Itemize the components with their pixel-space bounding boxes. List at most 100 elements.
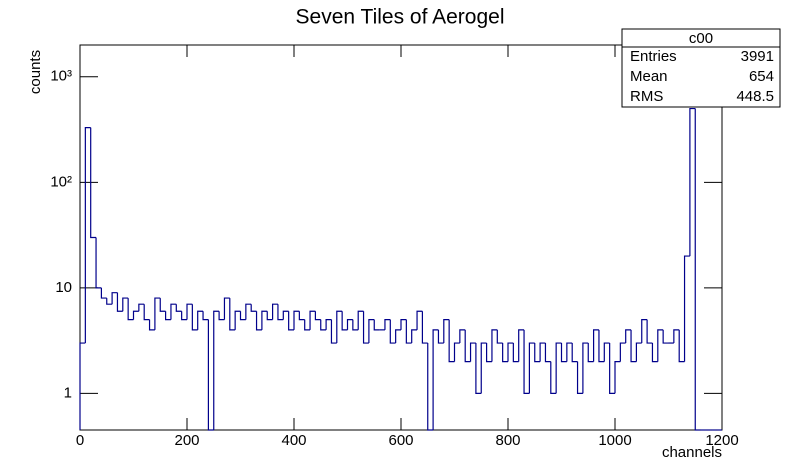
histogram-bin xyxy=(368,319,375,344)
histogram-bin xyxy=(373,319,380,331)
y-tick-label: 10³ xyxy=(50,68,72,85)
stats-value: 654 xyxy=(749,68,774,85)
histogram-bin xyxy=(678,329,685,363)
histogram-bin xyxy=(341,311,348,331)
histogram-bin xyxy=(143,304,150,321)
histogram-bin xyxy=(181,311,187,321)
histogram-bin xyxy=(528,342,535,394)
histogram-bin xyxy=(202,311,209,321)
histogram-bin xyxy=(662,329,669,344)
histogram-bin xyxy=(79,342,86,430)
histogram-bin xyxy=(432,329,439,430)
histogram-bin xyxy=(325,319,332,330)
histogram-bin xyxy=(320,319,327,331)
histogram-bin xyxy=(598,329,605,363)
histogram-bin xyxy=(298,311,305,321)
histogram-bin xyxy=(518,329,525,362)
histogram-bin xyxy=(272,303,278,320)
x-tick-label: 1000 xyxy=(598,432,631,449)
histogram-bin xyxy=(282,310,289,320)
histogram-bin xyxy=(550,361,557,394)
histogram-bin xyxy=(395,329,401,344)
histogram-bin xyxy=(534,343,541,363)
histogram-bin xyxy=(186,303,193,320)
histogram-bin xyxy=(357,310,364,330)
histogram-bin xyxy=(469,342,476,362)
histogram-bin xyxy=(512,343,519,363)
histogram-bin xyxy=(384,319,391,330)
histogram-bin xyxy=(571,343,578,363)
histogram-bin xyxy=(651,343,658,363)
histogram-bin xyxy=(207,319,214,431)
histogram-bin xyxy=(389,319,396,344)
histogram-bin xyxy=(496,329,503,344)
stats-value: 448.5 xyxy=(736,88,774,105)
histogram-bin xyxy=(523,329,530,394)
stats-label: Entries xyxy=(630,48,677,65)
histogram-bin xyxy=(416,310,423,330)
histogram-bin xyxy=(593,329,599,362)
histogram-bin xyxy=(255,311,262,331)
x-tick-label: 1200 xyxy=(705,432,738,449)
histogram-bin xyxy=(421,311,428,344)
histogram-bin xyxy=(475,343,482,394)
histogram-bin xyxy=(346,319,353,330)
histogram-bin xyxy=(400,319,407,330)
histogram-bin xyxy=(630,329,637,363)
histogram-bin xyxy=(175,304,182,312)
histogram-bin xyxy=(625,329,632,344)
histogram-bin xyxy=(603,342,610,362)
histogram-bin xyxy=(229,298,236,331)
histogram-bin xyxy=(405,319,412,344)
histogram-bin xyxy=(138,303,145,312)
stats-box xyxy=(621,28,781,108)
histogram-bin xyxy=(223,297,230,320)
chart-title: Seven Tiles of Aerogel xyxy=(296,6,505,29)
histogram-bin xyxy=(459,329,466,344)
histogram-bin xyxy=(266,311,273,321)
histogram-bin xyxy=(352,319,359,331)
stats-label: Mean xyxy=(630,68,668,85)
histogram-bin xyxy=(411,329,418,344)
histogram-bin xyxy=(165,311,171,321)
histogram-bin xyxy=(694,108,701,431)
histogram-bin xyxy=(154,297,161,330)
histogram-bin xyxy=(122,297,129,312)
histogram-bin xyxy=(486,343,492,363)
histogram-bin xyxy=(148,319,155,331)
histogram-bin xyxy=(507,342,514,362)
histogram-bin xyxy=(544,343,551,363)
histogram-bin xyxy=(619,342,626,362)
histogram-bin xyxy=(95,237,102,289)
histogram-bin xyxy=(100,287,107,299)
histogram-bin xyxy=(576,361,583,394)
y-tick-label: 1 xyxy=(64,384,72,401)
histogram-bin xyxy=(614,361,621,394)
stats-label: RMS xyxy=(630,88,663,105)
x-tick-label: 400 xyxy=(281,432,306,449)
x-tick-label: 0 xyxy=(76,432,84,449)
y-axis-title: counts xyxy=(27,50,44,94)
histogram-bin xyxy=(641,319,648,344)
histogram-bin xyxy=(314,311,321,321)
histogram-bin xyxy=(111,292,118,305)
histogram-bin xyxy=(566,342,573,362)
histogram-bin xyxy=(277,304,284,321)
stats-title: c00 xyxy=(689,30,713,47)
histogram-bin xyxy=(657,329,664,362)
histogram-bin xyxy=(689,107,696,257)
histogram-bin xyxy=(609,343,615,394)
histogram-bin xyxy=(116,292,123,312)
histogram-bin xyxy=(480,342,487,394)
histogram-bin xyxy=(250,304,257,312)
histogram-bin xyxy=(330,319,337,344)
histogram-bin xyxy=(582,342,589,394)
histogram-bin xyxy=(106,298,113,305)
histogram-bin xyxy=(683,255,690,362)
x-tick-label: 800 xyxy=(495,432,520,449)
histogram-bin xyxy=(234,310,241,330)
histogram-bin xyxy=(502,343,508,363)
histogram-bin xyxy=(646,319,653,344)
histogram-bin xyxy=(213,310,220,430)
